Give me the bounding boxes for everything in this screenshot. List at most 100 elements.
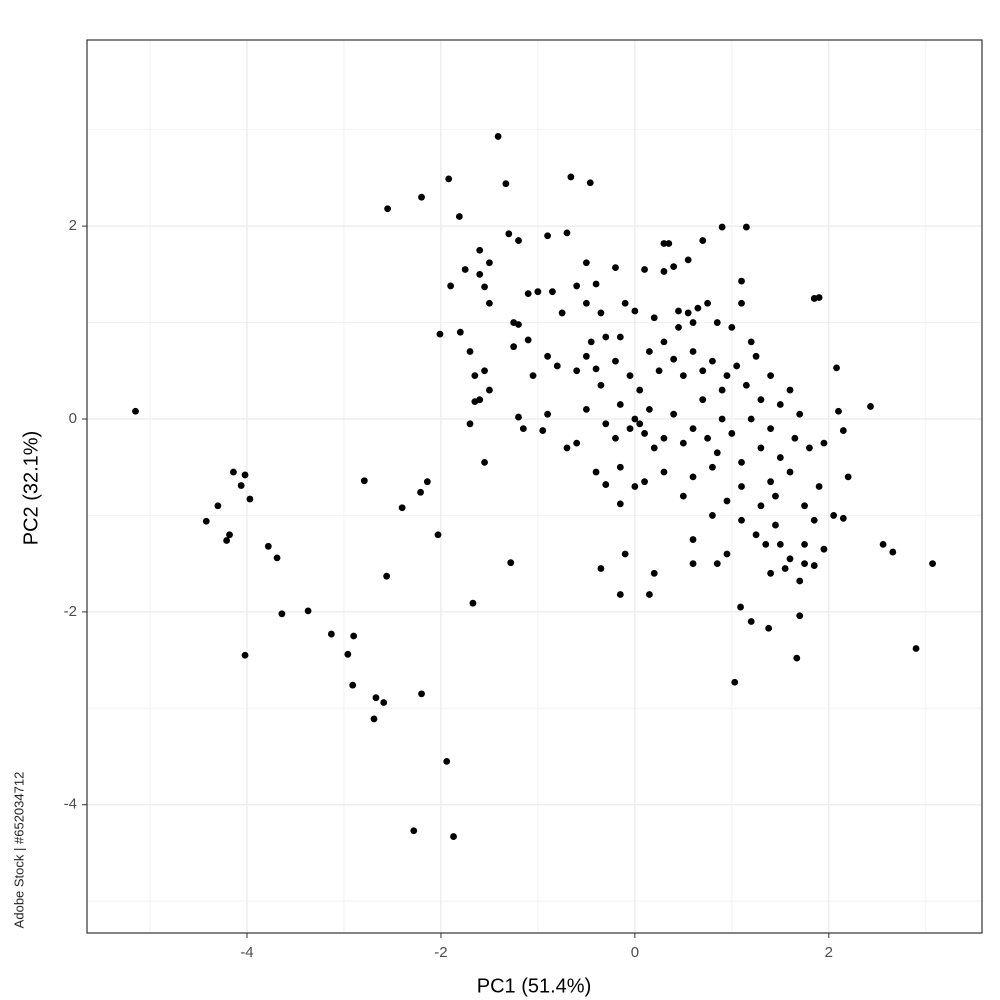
point <box>510 343 518 351</box>
point <box>505 230 513 238</box>
point <box>757 502 765 510</box>
point <box>765 624 773 632</box>
panel-border <box>86 39 983 934</box>
point <box>524 290 532 298</box>
point <box>515 321 522 328</box>
point <box>573 282 581 290</box>
y-tick-label: -4 <box>64 796 77 813</box>
point <box>912 645 920 652</box>
point <box>567 173 575 181</box>
point <box>616 401 624 408</box>
point <box>602 420 610 428</box>
point <box>772 521 779 529</box>
point <box>582 352 590 360</box>
point <box>582 259 590 267</box>
point <box>602 333 610 341</box>
point <box>616 500 624 508</box>
point <box>776 454 784 461</box>
point <box>418 193 425 201</box>
point <box>544 352 551 360</box>
point <box>718 415 726 423</box>
point <box>549 288 556 296</box>
point <box>450 833 457 840</box>
y-axis-title: PC2 (32.1%) <box>20 431 42 546</box>
point <box>436 330 444 338</box>
point <box>660 338 668 346</box>
point <box>791 434 799 442</box>
point <box>820 439 828 447</box>
point <box>553 362 561 370</box>
x-axis-title: PC1 (51.4%) <box>477 975 592 997</box>
point <box>762 540 770 548</box>
point <box>636 386 644 394</box>
point <box>515 237 522 244</box>
point <box>486 299 493 307</box>
point <box>660 434 668 442</box>
point <box>447 282 455 290</box>
point <box>670 410 678 418</box>
point <box>796 612 804 620</box>
point <box>796 410 804 418</box>
point <box>612 357 619 365</box>
point <box>757 444 765 452</box>
point <box>418 690 425 698</box>
point <box>689 425 697 433</box>
point <box>455 213 463 220</box>
point <box>597 381 605 389</box>
point <box>241 651 249 659</box>
x-tick-label: 0 <box>631 944 639 961</box>
point <box>223 537 231 544</box>
point <box>398 504 406 512</box>
point <box>646 348 653 355</box>
point <box>815 294 823 301</box>
point <box>592 365 600 373</box>
point <box>278 610 286 618</box>
point <box>384 205 391 213</box>
point <box>202 517 210 525</box>
point <box>641 478 648 486</box>
point <box>481 367 488 375</box>
point <box>602 481 610 488</box>
point <box>728 430 736 437</box>
point <box>573 439 581 447</box>
point <box>466 348 474 355</box>
point <box>380 699 388 706</box>
point <box>481 283 488 291</box>
point <box>752 531 760 539</box>
point <box>646 405 653 413</box>
point <box>592 468 600 476</box>
point <box>752 352 760 360</box>
point <box>631 483 639 490</box>
point <box>226 531 233 539</box>
watermark: Adobe Stock | #652034712 <box>11 772 26 929</box>
point <box>776 401 784 408</box>
point <box>737 603 744 611</box>
point <box>689 319 697 326</box>
point <box>370 715 378 723</box>
point <box>616 591 624 598</box>
point <box>616 463 624 471</box>
point <box>689 348 697 355</box>
point <box>665 240 673 247</box>
point <box>723 372 731 379</box>
point <box>718 386 726 394</box>
point <box>241 471 249 479</box>
point <box>733 362 741 370</box>
point <box>670 263 678 271</box>
point <box>456 328 464 336</box>
point <box>810 562 818 569</box>
point <box>350 632 358 640</box>
point <box>469 599 477 607</box>
point <box>132 407 139 415</box>
point <box>839 427 847 434</box>
point <box>502 180 510 188</box>
point <box>815 483 823 490</box>
point <box>767 569 775 577</box>
point <box>731 678 739 686</box>
point <box>434 531 442 539</box>
point <box>417 488 424 496</box>
point <box>582 299 590 307</box>
point <box>747 618 755 625</box>
point <box>801 502 808 510</box>
point <box>597 565 605 572</box>
